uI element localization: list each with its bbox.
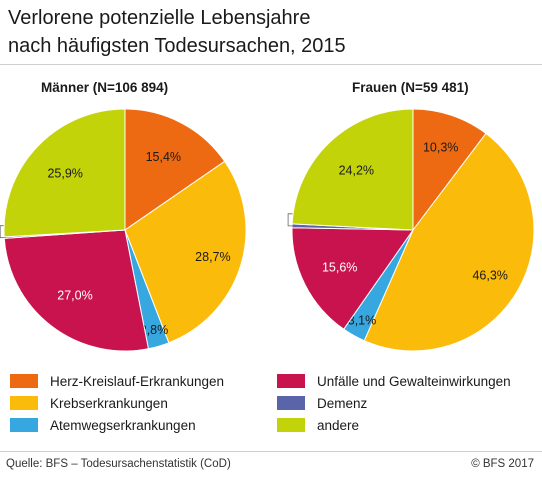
legend-swatch-unfall	[277, 374, 305, 388]
legend-item-unfall: Unfälle und Gewalteinwirkungen	[277, 373, 511, 389]
legend-label-demenz: Demenz	[317, 395, 368, 411]
chart-heading: Verlorene potenzielle Lebensjahre nach h…	[8, 4, 346, 60]
slice-label-krebs: 46,3%	[472, 268, 507, 282]
legend-swatch-demenz	[277, 396, 305, 410]
slice-label-unfall: 27,0%	[57, 288, 92, 302]
legend-item-herz: Herz-Kreislauf-Erkrankungen	[10, 373, 224, 389]
copyright-note: © BFS 2017	[471, 458, 534, 470]
slice-label-atem: 2,8%	[140, 323, 169, 337]
slice-label-herz: 10,3%	[423, 140, 458, 154]
leader-line-demenz	[287, 213, 297, 227]
slice-label-unfall: 15,6%	[322, 260, 357, 274]
slice-label-andere: 24,2%	[339, 163, 374, 177]
legend-swatch-herz	[10, 374, 38, 388]
legend-item-krebs: Krebserkrankungen	[10, 395, 168, 411]
top-divider	[0, 64, 542, 65]
pie-slice-herz	[124, 108, 226, 231]
pie-chart-maenner: 15,4%28,7%2,8%27,0%0,2%25,9%	[0, 108, 247, 352]
pie-slice-unfall	[291, 227, 414, 330]
legend-item-atem: Atemwegserkrankungen	[10, 417, 196, 433]
source-note: Quelle: BFS – Todesursachenstatistik (Co…	[6, 458, 231, 470]
slice-label-atem: 3,1%	[348, 314, 377, 328]
slice-label-andere: 25,9%	[47, 167, 82, 181]
legend-swatch-atem	[10, 418, 38, 432]
legend-item-andere: andere	[277, 417, 359, 433]
legend-label-atem: Atemwegserkrankungen	[50, 417, 196, 433]
pie-slice-herz	[412, 108, 487, 232]
slice-label-herz: 15,4%	[146, 150, 181, 164]
legend-label-unfall: Unfälle und Gewalteinwirkungen	[317, 373, 511, 389]
bottom-divider	[0, 451, 542, 452]
pie-slice-andere	[3, 108, 126, 238]
slice-label-krebs: 28,7%	[195, 250, 230, 264]
legend-label-herz: Herz-Kreislauf-Erkrankungen	[50, 373, 225, 389]
legend-swatch-krebs	[10, 396, 38, 410]
pie-slice-krebs	[124, 160, 247, 344]
legend-swatch-andere	[277, 418, 305, 432]
pie-slice-unfall	[3, 229, 150, 352]
chart-heading-line-1: Verlorene potenzielle Lebensjahre	[8, 7, 311, 29]
pie-slice-andere	[291, 108, 414, 231]
pie-title-frauen: Frauen (N=59 481)	[352, 80, 469, 95]
legend-label-andere: andere	[317, 417, 360, 433]
pie-title-maenner: Männer (N=106 894)	[41, 80, 169, 95]
pie-chart-frauen: 10,3%46,3%3,1%15,6%0,5%24,2%	[287, 108, 535, 352]
pie-slice-krebs	[363, 132, 535, 352]
legend-item-demenz: Demenz	[277, 395, 367, 411]
chart-heading-line-2: nach häufigsten Todesursachen, 2015	[8, 35, 346, 57]
legend-label-krebs: Krebserkrankungen	[50, 395, 168, 411]
